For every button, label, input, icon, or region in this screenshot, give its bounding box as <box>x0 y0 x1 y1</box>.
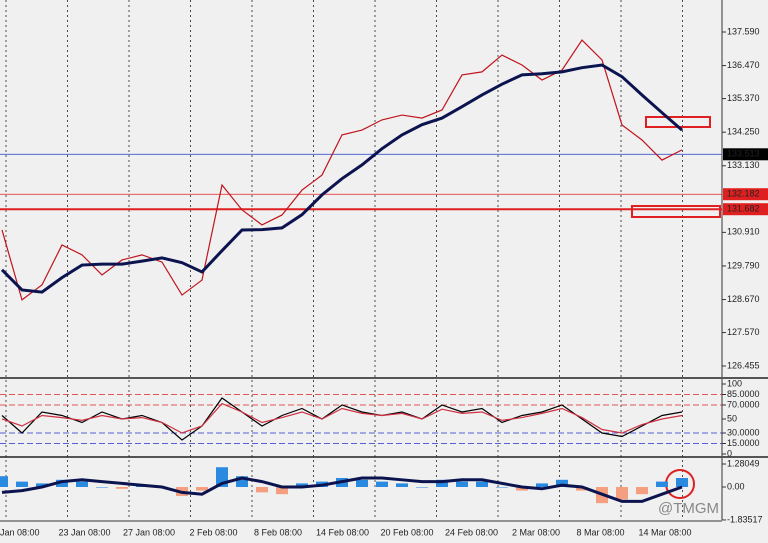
y-tick-label: 0.00 <box>727 481 745 491</box>
y-tick-label: 1.28049 <box>727 458 760 468</box>
histogram-bar <box>456 481 468 487</box>
x-tick-label: 27 Jan 08:00 <box>123 527 175 537</box>
price-label: 133.513 <box>727 149 760 159</box>
histogram-bar <box>476 481 488 487</box>
y-tick-label: 30.0000 <box>727 427 760 437</box>
histogram-bar <box>196 486 208 491</box>
vertical-grid <box>5 0 683 520</box>
histogram-bar <box>536 483 548 487</box>
y-tick-label: 136.470 <box>727 60 760 70</box>
series-line <box>0 63 683 294</box>
y-tick-label: 15.0000 <box>727 438 760 448</box>
series-line <box>1 397 683 441</box>
y-tick-label: 133.130 <box>727 160 760 170</box>
y-tick-label: 135.370 <box>727 93 760 103</box>
histogram-bar <box>396 483 408 487</box>
histogram-bar <box>16 481 28 487</box>
y-tick-label: 128.670 <box>727 294 760 304</box>
x-tick-label: 24 Feb 08:00 <box>445 527 498 537</box>
histogram-bar <box>76 481 88 487</box>
price-label-bg <box>723 188 768 201</box>
price-label-bg <box>723 148 768 161</box>
x-tick-label: 14 Mar 08:00 <box>638 527 691 537</box>
y-tick-label: 134.250 <box>727 127 760 137</box>
y-tick-label: 70.0000 <box>727 399 760 409</box>
y-tick-label: 127.570 <box>727 327 760 337</box>
histogram-bar <box>56 479 68 487</box>
histogram-bar <box>376 481 388 487</box>
price-label: 131.682 <box>727 204 760 214</box>
y-tick-label: 0 <box>727 448 732 458</box>
y-tick-label: 126.455 <box>727 360 760 370</box>
plot-bg <box>0 0 722 520</box>
histogram-bar <box>676 478 688 487</box>
x-tick-label: Jan 08:00 <box>0 527 40 537</box>
histogram-bar <box>96 486 108 488</box>
y-tick-label: 129.790 <box>727 260 760 270</box>
histogram-bar <box>516 486 528 491</box>
histogram-bar <box>0 476 8 487</box>
histogram-bar <box>496 486 508 488</box>
annotation-box <box>631 205 721 218</box>
x-tick-label: 2 Feb 08:00 <box>189 527 237 537</box>
y-tick-label: 100 <box>727 378 742 388</box>
x-tick-label: 20 Feb 08:00 <box>380 527 433 537</box>
x-tick-label: 23 Jan 08:00 <box>58 527 110 537</box>
histogram-bar <box>36 483 48 487</box>
histogram-bar <box>556 479 568 487</box>
series-line <box>1 476 683 503</box>
histogram-bar <box>276 486 288 495</box>
y-tick-label: 85.0000 <box>727 389 760 399</box>
histogram-bar <box>356 479 368 487</box>
histogram-bar <box>576 486 588 491</box>
y-tick-label: -1.83517 <box>727 514 763 524</box>
x-tick-label: 2 Mar 08:00 <box>512 527 560 537</box>
histogram-bar <box>616 486 628 500</box>
x-tick-label: 8 Feb 08:00 <box>254 527 302 537</box>
histogram-bar <box>436 479 448 487</box>
histogram-bar <box>296 483 308 487</box>
x-tick-label: 14 Feb 08:00 <box>316 527 369 537</box>
x-tick-label: 8 Mar 08:00 <box>576 527 624 537</box>
price-label-bg <box>723 203 768 216</box>
series-line <box>1 402 683 434</box>
y-tick-label: 50 <box>727 413 737 423</box>
y-tick-label: 137.590 <box>727 26 760 36</box>
watermark: @TMGM <box>658 500 719 517</box>
histogram-bar <box>416 486 428 488</box>
y-tick-label: 130.910 <box>727 227 760 237</box>
histogram-bar <box>256 486 268 493</box>
histogram-bar <box>636 486 648 495</box>
price-label: 132.182 <box>727 189 760 199</box>
histogram-bar <box>236 476 248 487</box>
histogram-bar <box>116 486 128 489</box>
histogram-bar <box>656 481 668 487</box>
